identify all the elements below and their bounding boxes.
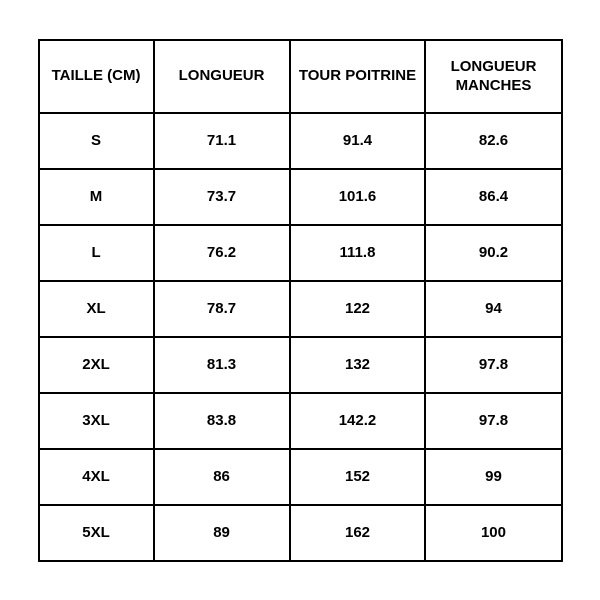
size-table: TAILLE (CM) LONGUEUR TOUR POITRINE LONGU… — [38, 39, 563, 562]
cell-size: 3XL — [39, 393, 154, 449]
cell-tour-poitrine: 132 — [290, 337, 426, 393]
cell-tour-poitrine: 122 — [290, 281, 426, 337]
cell-longueur: 73.7 — [154, 169, 290, 225]
table-row: 3XL 83.8 142.2 97.8 — [39, 393, 562, 449]
cell-longueur: 76.2 — [154, 225, 290, 281]
cell-tour-poitrine: 111.8 — [290, 225, 426, 281]
header-longueur-manches: LONGUEUR MANCHES — [425, 40, 561, 113]
header-longueur: LONGUEUR — [154, 40, 290, 113]
cell-tour-poitrine: 91.4 — [290, 113, 426, 169]
cell-longueur-manches: 94 — [425, 281, 561, 337]
cell-tour-poitrine: 142.2 — [290, 393, 426, 449]
cell-longueur: 86 — [154, 449, 290, 505]
table-row: M 73.7 101.6 86.4 — [39, 169, 562, 225]
cell-size: L — [39, 225, 154, 281]
cell-longueur-manches: 97.8 — [425, 393, 561, 449]
cell-longueur-manches: 100 — [425, 505, 561, 561]
table-row: S 71.1 91.4 82.6 — [39, 113, 562, 169]
cell-size: S — [39, 113, 154, 169]
header-tour-poitrine: TOUR POITRINE — [290, 40, 426, 113]
table-row: 2XL 81.3 132 97.8 — [39, 337, 562, 393]
table-header: TAILLE (CM) LONGUEUR TOUR POITRINE LONGU… — [39, 40, 562, 113]
size-chart-container: TAILLE (CM) LONGUEUR TOUR POITRINE LONGU… — [38, 39, 563, 562]
cell-longueur-manches: 99 — [425, 449, 561, 505]
cell-longueur-manches: 82.6 — [425, 113, 561, 169]
cell-tour-poitrine: 152 — [290, 449, 426, 505]
cell-longueur: 81.3 — [154, 337, 290, 393]
table-body: S 71.1 91.4 82.6 M 73.7 101.6 86.4 L 76.… — [39, 113, 562, 561]
cell-longueur: 89 — [154, 505, 290, 561]
table-row: 4XL 86 152 99 — [39, 449, 562, 505]
cell-longueur: 83.8 — [154, 393, 290, 449]
table-row: L 76.2 111.8 90.2 — [39, 225, 562, 281]
cell-tour-poitrine: 162 — [290, 505, 426, 561]
cell-size: 2XL — [39, 337, 154, 393]
table-row: 5XL 89 162 100 — [39, 505, 562, 561]
header-row: TAILLE (CM) LONGUEUR TOUR POITRINE LONGU… — [39, 40, 562, 113]
cell-longueur-manches: 97.8 — [425, 337, 561, 393]
cell-size: XL — [39, 281, 154, 337]
cell-longueur-manches: 86.4 — [425, 169, 561, 225]
cell-size: M — [39, 169, 154, 225]
cell-size: 4XL — [39, 449, 154, 505]
header-taille: TAILLE (CM) — [39, 40, 154, 113]
cell-tour-poitrine: 101.6 — [290, 169, 426, 225]
table-row: XL 78.7 122 94 — [39, 281, 562, 337]
cell-longueur: 71.1 — [154, 113, 290, 169]
cell-longueur: 78.7 — [154, 281, 290, 337]
cell-size: 5XL — [39, 505, 154, 561]
cell-longueur-manches: 90.2 — [425, 225, 561, 281]
